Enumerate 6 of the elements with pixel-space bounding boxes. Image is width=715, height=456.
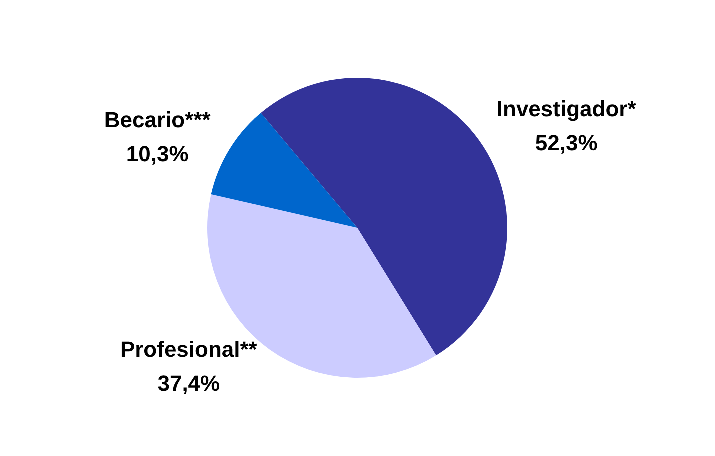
slice-label: Profesional** bbox=[120, 336, 258, 362]
slice-label: Investigador* bbox=[496, 96, 637, 122]
slice-label: Becario*** bbox=[104, 107, 212, 132]
data-label: 10,3% bbox=[126, 141, 189, 166]
data-label: 52,3% bbox=[535, 130, 598, 156]
data-label: 37,4% bbox=[158, 370, 220, 396]
